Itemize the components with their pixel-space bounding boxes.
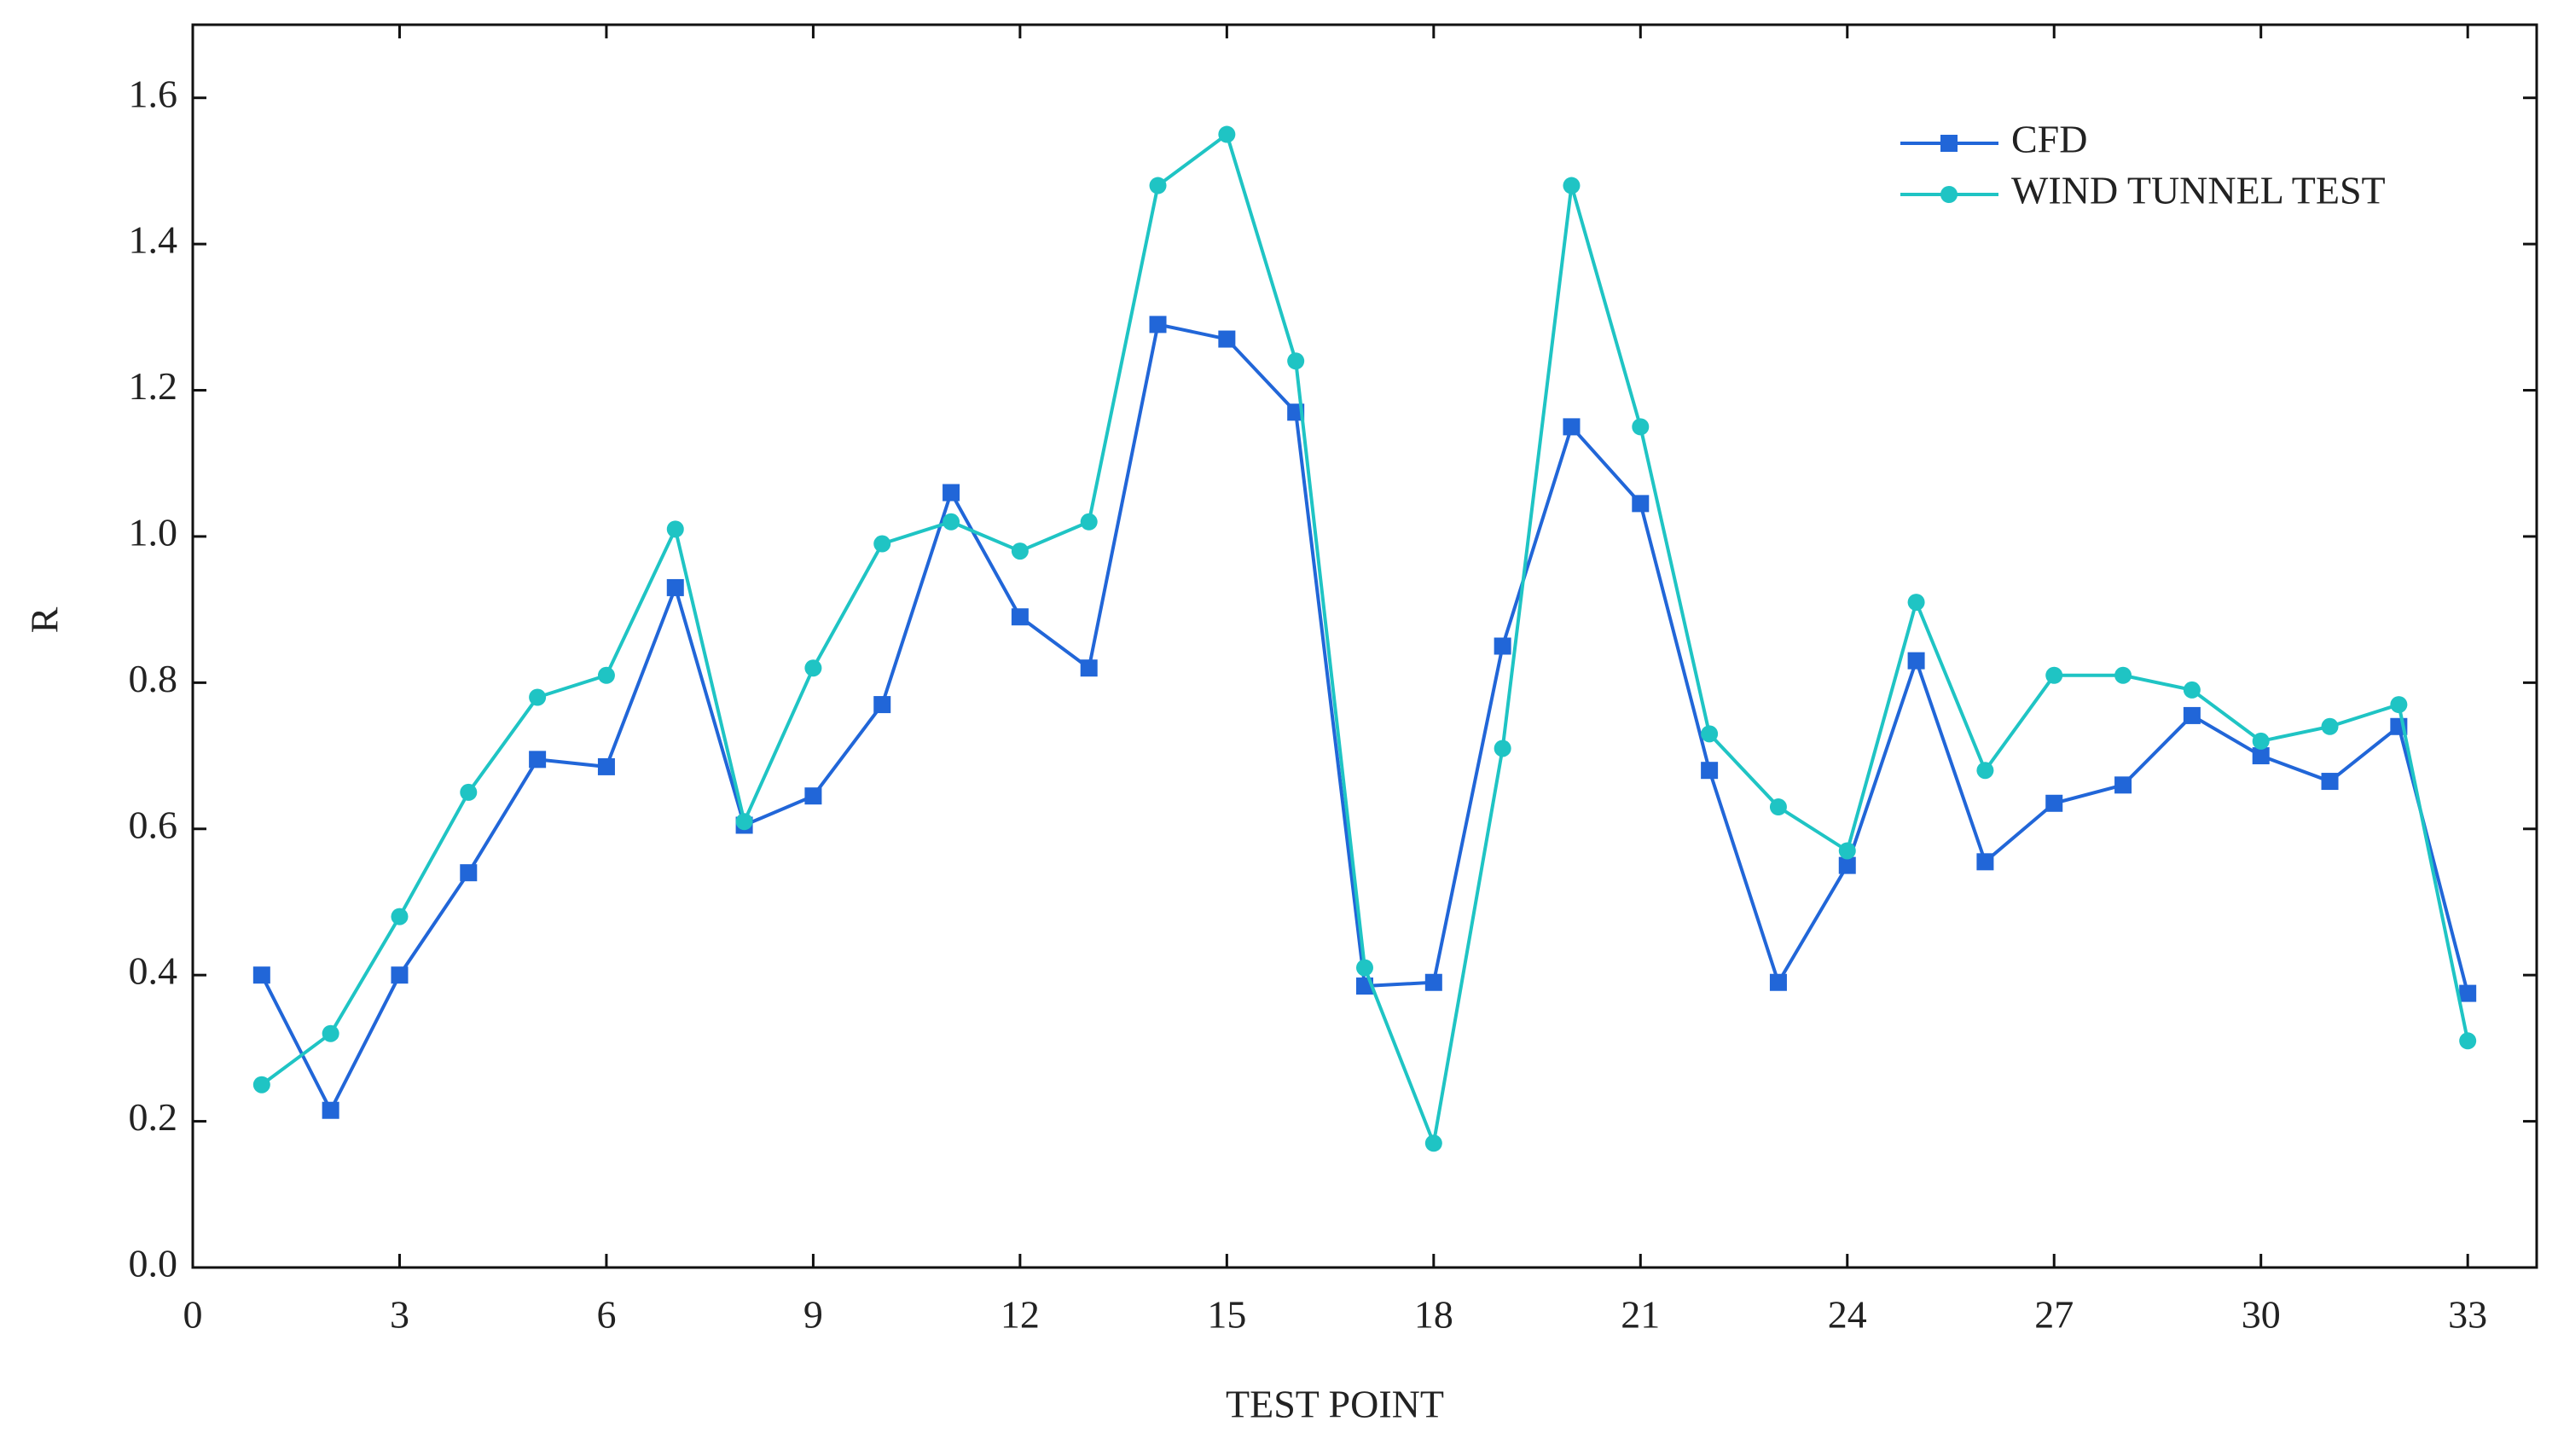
marker xyxy=(873,696,891,714)
x-tick-label: 21 xyxy=(1621,1293,1660,1337)
marker xyxy=(804,787,822,805)
marker xyxy=(1976,853,1994,871)
legend-label: CFD xyxy=(2011,118,2087,161)
x-tick-label: 27 xyxy=(2034,1293,2074,1337)
marker xyxy=(1080,659,1098,677)
marker xyxy=(1011,608,1029,626)
marker xyxy=(2321,773,2339,791)
x-tick-label: 9 xyxy=(803,1293,823,1337)
y-tick-label: 0.0 xyxy=(129,1242,178,1285)
marker xyxy=(1976,762,1994,780)
y-tick-label: 0.4 xyxy=(129,949,178,993)
marker xyxy=(804,659,822,677)
marker xyxy=(2114,666,2132,684)
plot-frame xyxy=(191,23,2538,1269)
marker xyxy=(2114,776,2132,794)
marker xyxy=(2252,747,2270,765)
marker xyxy=(2390,696,2408,714)
marker xyxy=(873,535,891,553)
marker xyxy=(2183,681,2201,699)
marker xyxy=(1218,330,1236,348)
marker xyxy=(943,484,960,502)
marker xyxy=(1011,542,1029,560)
marker xyxy=(1080,513,1098,531)
marker xyxy=(1356,959,1373,977)
legend-marker xyxy=(1940,135,1958,152)
marker xyxy=(1632,418,1650,436)
y-axis-label: R xyxy=(23,606,67,633)
marker xyxy=(1907,594,1925,612)
legend-marker xyxy=(1940,186,1958,203)
marker xyxy=(666,520,684,538)
marker xyxy=(735,813,753,831)
marker xyxy=(252,966,270,984)
marker xyxy=(1494,637,1511,655)
y-tick-label: 1.6 xyxy=(129,72,178,115)
marker xyxy=(1494,740,1511,757)
marker xyxy=(2459,984,2477,1002)
marker xyxy=(1287,352,1305,370)
x-tick-label: 0 xyxy=(183,1293,203,1337)
marker xyxy=(1563,418,1581,436)
marker xyxy=(1907,652,1925,670)
marker xyxy=(2045,666,2063,684)
x-tick-label: 33 xyxy=(2448,1293,2487,1337)
y-tick-label: 1.0 xyxy=(129,511,178,554)
marker xyxy=(322,1024,339,1042)
marker xyxy=(943,513,960,531)
marker xyxy=(1838,856,1856,874)
y-tick-label: 0.6 xyxy=(129,803,178,846)
x-axis-label: TEST POINT xyxy=(1226,1383,1444,1426)
marker xyxy=(2252,732,2270,750)
x-tick-label: 15 xyxy=(1207,1293,1246,1337)
x-tick-label: 6 xyxy=(596,1293,616,1337)
marker xyxy=(1769,973,1787,991)
marker xyxy=(1424,1134,1442,1152)
marker xyxy=(322,1101,339,1119)
marker xyxy=(1701,762,1719,780)
marker xyxy=(2183,706,2201,724)
y-tick-label: 0.8 xyxy=(129,657,178,700)
marker xyxy=(1701,725,1719,743)
marker xyxy=(666,578,684,596)
marker xyxy=(1838,842,1856,860)
marker xyxy=(391,966,409,984)
marker xyxy=(1149,316,1167,334)
marker xyxy=(252,1076,270,1093)
x-tick-label: 12 xyxy=(1001,1293,1040,1337)
x-tick-label: 30 xyxy=(2242,1293,2281,1337)
marker xyxy=(529,751,547,769)
marker xyxy=(2321,717,2339,735)
x-tick-label: 3 xyxy=(390,1293,409,1337)
marker xyxy=(2459,1032,2477,1050)
marker xyxy=(391,908,409,925)
marker xyxy=(460,783,478,801)
marker xyxy=(1769,798,1787,816)
x-tick-label: 18 xyxy=(1414,1293,1453,1337)
marker xyxy=(597,666,615,684)
marker xyxy=(1632,495,1650,513)
marker xyxy=(2045,794,2063,812)
y-tick-label: 1.2 xyxy=(129,364,178,408)
marker xyxy=(1149,177,1167,194)
marker xyxy=(1218,125,1236,143)
y-tick-label: 1.4 xyxy=(129,218,178,262)
x-tick-label: 24 xyxy=(1828,1293,1867,1337)
legend-label: WIND TUNNEL TEST xyxy=(2011,169,2386,212)
y-tick-label: 0.2 xyxy=(129,1095,178,1139)
marker xyxy=(597,757,615,775)
marker xyxy=(460,864,478,882)
marker xyxy=(529,688,547,706)
marker xyxy=(1563,177,1581,194)
marker xyxy=(1424,973,1442,991)
